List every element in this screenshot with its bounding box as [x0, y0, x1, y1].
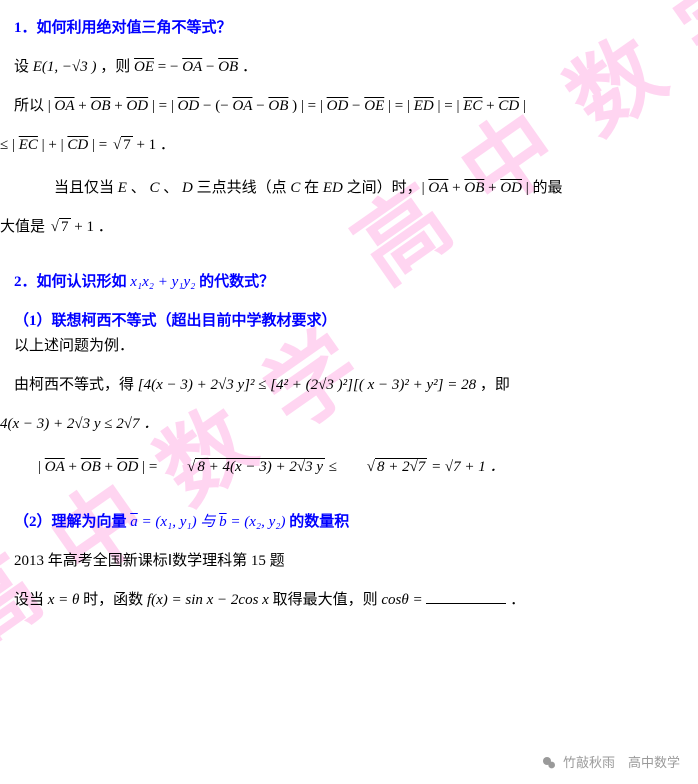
sqrt: 8 + 4(x − 3) + 2√3 y — [161, 457, 325, 478]
section1-line3: ≤ | EC | + | CD | = 7 + 1 ． — [0, 135, 684, 156]
vec: OD — [178, 98, 200, 114]
vec: OB — [464, 180, 484, 196]
vec: OA — [232, 98, 252, 114]
vec-oe: OE — [134, 59, 154, 75]
vec: OD — [500, 180, 522, 196]
text: 当且仅当 — [54, 180, 114, 196]
vec: CD — [67, 137, 88, 153]
footer-text: 竹敲秋雨 高中数学 — [563, 754, 680, 772]
text: + 1 — [74, 219, 94, 235]
text: 、 — [163, 180, 178, 196]
text: = − — [158, 59, 182, 75]
section2-sub1-heading: （1）联想柯西不等式（超出目前中学教材要求） — [14, 311, 684, 332]
text: ≤ — [329, 459, 341, 475]
text: 所以 | — [14, 98, 51, 114]
text: | 的最 — [526, 180, 563, 196]
section1-line1: 设 E(1, −√3 ) ，则 OE = − OA − OB ． — [14, 57, 684, 78]
section1-line2: 所以 | OA + OB + OD | = | OD − (− OA − OB … — [14, 96, 684, 117]
vec: OA — [45, 459, 65, 475]
expr: ≤ [4² + (2√3 )²][( x − 3)² + y²] = 28 — [258, 377, 476, 393]
expr: x = θ — [48, 592, 83, 608]
text: ． — [510, 592, 525, 608]
section1-conclusion-a: 当且仅当 E 、 C 、 D 三点共线（点 C 在 ED 之间）时，| OA +… — [14, 178, 684, 199]
vec: EC — [463, 98, 482, 114]
wechat-icon — [541, 755, 557, 771]
text: ． — [160, 137, 175, 153]
vec: OB — [268, 98, 288, 114]
vec: OB — [81, 459, 101, 475]
text: 设当 — [14, 592, 44, 608]
text: ． — [242, 59, 257, 75]
pt: C — [290, 180, 300, 196]
text: 的数量积 — [289, 514, 349, 530]
vec: OD — [117, 459, 139, 475]
document-body: 1．如何利用绝对值三角不等式？ 设 E(1, −√3 ) ，则 OE = − O… — [14, 18, 684, 611]
expr: = (x₁, y₁) 与 — [142, 514, 216, 530]
footer: 竹敲秋雨 高中数学 — [541, 754, 680, 772]
vec: ED — [414, 98, 434, 114]
sqrt: 8 + 2√7 — [341, 457, 428, 478]
vec: OD — [126, 98, 148, 114]
sqrt: 7 — [111, 135, 133, 156]
seg: ED — [323, 180, 343, 196]
text: 的代数式？ — [199, 274, 274, 290]
vec: OE — [364, 98, 384, 114]
vec-b: b — [219, 514, 227, 530]
vec-ob: OB — [218, 59, 238, 75]
pt: E — [118, 180, 127, 196]
text: = √7 + 1 ． — [431, 459, 504, 475]
vec: OA — [55, 98, 75, 114]
text: ，即 — [480, 377, 510, 393]
answer-blank[interactable] — [426, 603, 506, 604]
sqrt: 7 — [49, 217, 71, 238]
vec-oa: OA — [182, 59, 202, 75]
text: + 1 — [136, 137, 156, 153]
vec: OB — [90, 98, 110, 114]
text: − — [206, 59, 218, 75]
text: 2．如何认识形如 — [14, 274, 127, 290]
text: | — [38, 459, 41, 475]
section2-heading: 2．如何认识形如 x₁x₂ + y₁y₂ 的代数式？ — [14, 272, 684, 293]
section1-conclusion-b: 大值是 7 + 1 ． — [0, 217, 684, 238]
vec: OD — [327, 98, 349, 114]
section2-sub2-heading: （2）理解为向量 a = (x₁, y₁) 与 b = (x₂, y₂) 的数量… — [14, 512, 684, 533]
text: 之间）时，| — [347, 180, 425, 196]
text: 、 — [131, 180, 146, 196]
point-e: E(1, −√3 ) — [33, 59, 97, 75]
expr: x₁x₂ + y₁y₂ — [130, 274, 199, 290]
text: （2）理解为向量 — [14, 514, 127, 530]
section2-sub1-line1: 以上述问题为例． — [14, 336, 684, 357]
vec: EC — [19, 137, 38, 153]
section2-sub1-line2: 由柯西不等式，得 [4(x − 3) + 2√3 y]² ≤ [4² + (2√… — [14, 375, 684, 396]
expr: [4(x − 3) + 2√3 y]² — [138, 377, 255, 393]
vec: OA — [428, 180, 448, 196]
vec: CD — [498, 98, 519, 114]
text: | = — [142, 459, 161, 475]
section1-heading: 1．如何利用绝对值三角不等式？ — [14, 18, 684, 39]
text: ，则 — [100, 59, 130, 75]
vec-a: a — [130, 514, 138, 530]
pt: C — [149, 180, 159, 196]
text: 取得最大值，则 — [273, 592, 378, 608]
text: 设 — [14, 59, 29, 75]
text: 由柯西不等式，得 — [14, 377, 134, 393]
text: 三点共线（点 — [197, 180, 287, 196]
text: 时，函数 — [83, 592, 143, 608]
text: 在 — [304, 180, 319, 196]
section2-sub1-line3: 4(x − 3) + 2√3 y ≤ 2√7 ． — [0, 414, 684, 435]
section2-sub2-line2: 设当 x = θ 时，函数 f(x) = sin x − 2cos x 取得最大… — [14, 590, 684, 611]
text: 大值是 — [0, 219, 45, 235]
section2-sub1-line4: | OA + OB + OD | = 8 + 4(x − 3) + 2√3 y … — [14, 457, 684, 478]
section2-sub2-line1: 2013 年高考全国新课标Ⅰ数学理科第 15 题 — [14, 551, 684, 572]
expr: = (x₂, y₂) — [230, 514, 289, 530]
pt: D — [182, 180, 193, 196]
expr: f(x) = sin x − 2cos x — [147, 592, 273, 608]
expr: 4(x − 3) + 2√3 y ≤ 2√7 ． — [0, 416, 158, 432]
expr: cosθ = — [381, 592, 426, 608]
